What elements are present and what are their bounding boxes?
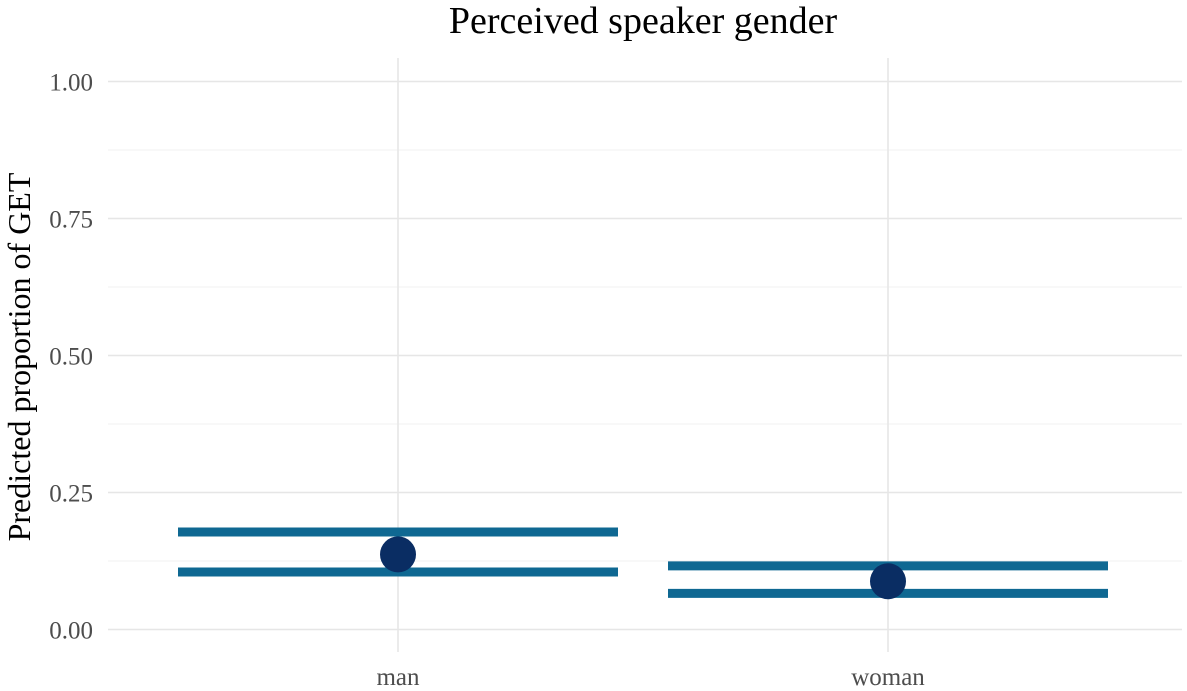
y-axis-title: Predicted proportion of GET xyxy=(1,172,37,541)
estimate-point xyxy=(870,563,906,600)
y-tick-label: 0.25 xyxy=(49,481,93,508)
estimate-point xyxy=(380,536,416,573)
y-tick-label: 1.00 xyxy=(49,70,93,97)
x-tick-label: woman xyxy=(851,664,925,691)
plot-marks xyxy=(178,527,1108,600)
y-axis-ticks: 0.00 0.25 0.50 0.75 1.00 xyxy=(49,70,93,645)
x-axis-ticks: man woman xyxy=(376,664,925,691)
y-tick-label: 0.00 xyxy=(49,618,93,645)
y-tick-label: 0.50 xyxy=(49,344,93,371)
chart-title: Perceived speaker gender xyxy=(449,0,838,42)
y-tick-label: 0.75 xyxy=(49,207,93,234)
estimate-group-woman xyxy=(668,561,1108,600)
estimate-group-man xyxy=(178,527,618,577)
x-tick-label: man xyxy=(376,664,420,691)
